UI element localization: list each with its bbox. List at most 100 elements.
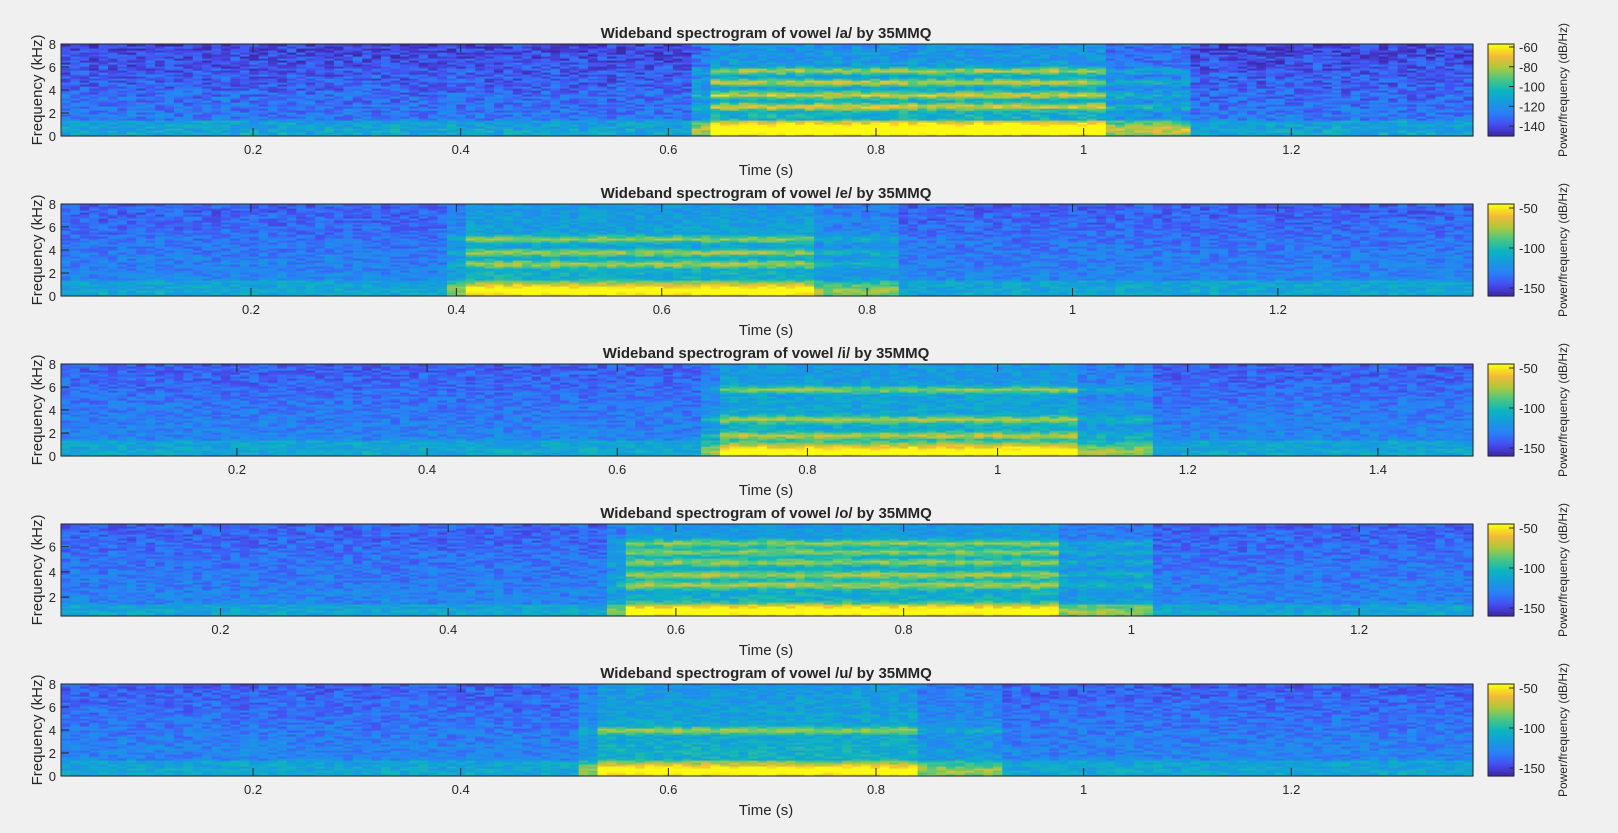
spectrogram-cell bbox=[343, 120, 354, 123]
spectrogram-cell bbox=[456, 78, 467, 81]
spectrogram-cell bbox=[249, 78, 260, 81]
spectrogram-cell bbox=[475, 58, 486, 61]
spectrogram-cell bbox=[211, 112, 222, 115]
spectrogram-cell bbox=[494, 134, 505, 137]
spectrogram-cell bbox=[475, 110, 486, 113]
spectrogram-cell bbox=[390, 88, 401, 91]
spectrogram-cell bbox=[484, 82, 495, 85]
spectrogram-cell bbox=[484, 88, 495, 91]
spectrogram-cell bbox=[117, 48, 128, 51]
spectrogram-cell bbox=[305, 114, 316, 117]
spectrogram-cell bbox=[381, 102, 392, 105]
spectrogram-cell bbox=[399, 52, 410, 55]
spectrogram-cell bbox=[155, 134, 166, 137]
spectrogram-cell bbox=[418, 46, 429, 49]
spectrogram-cell bbox=[352, 98, 363, 101]
spectrogram-cell bbox=[399, 102, 410, 105]
spectrogram-cell bbox=[315, 54, 326, 57]
spectrogram-cell bbox=[79, 50, 90, 53]
spectrogram-cell bbox=[126, 104, 137, 107]
spectrogram-cell bbox=[136, 80, 147, 83]
spectrogram-cell bbox=[258, 76, 269, 79]
spectrogram-cell bbox=[456, 64, 467, 67]
spectrogram-cell bbox=[79, 116, 90, 119]
spectrogram-cell bbox=[117, 124, 128, 127]
spectrogram-cell bbox=[89, 94, 100, 97]
spectrogram-cell bbox=[258, 100, 269, 103]
spectrogram-cell bbox=[164, 88, 175, 91]
spectrogram-cell bbox=[428, 102, 439, 105]
spectrogram-cell bbox=[484, 100, 495, 103]
spectrogram-cell bbox=[446, 50, 457, 53]
spectrogram-cell bbox=[192, 122, 203, 125]
spectrogram-cell bbox=[230, 118, 241, 121]
spectrogram-cell bbox=[475, 72, 486, 75]
spectrogram-cell bbox=[268, 60, 279, 63]
spectrogram-cell bbox=[277, 74, 288, 77]
spectrogram-cell bbox=[475, 60, 486, 63]
spectrogram-cell bbox=[164, 94, 175, 97]
spectrogram-cell bbox=[296, 134, 307, 137]
spectrogram-cell bbox=[183, 80, 194, 83]
spectrogram-cell bbox=[136, 110, 147, 113]
spectrogram-cell bbox=[249, 74, 260, 77]
spectrogram-cell bbox=[362, 120, 373, 123]
spectrogram-cell bbox=[155, 92, 166, 95]
spectrogram-cell bbox=[126, 78, 137, 81]
spectrogram-cell bbox=[108, 60, 119, 63]
spectrogram-cell bbox=[117, 102, 128, 105]
spectrogram-cell bbox=[465, 102, 476, 105]
spectrogram-cell bbox=[230, 60, 241, 63]
spectrogram-cell bbox=[202, 52, 213, 55]
spectrogram-cell bbox=[89, 126, 100, 129]
spectrogram-cell bbox=[268, 118, 279, 121]
spectrogram-cell bbox=[456, 124, 467, 127]
spectrogram-cell bbox=[381, 56, 392, 59]
spectrogram-cell bbox=[437, 132, 448, 135]
spectrogram-cell bbox=[324, 110, 335, 113]
spectrogram-cell bbox=[324, 48, 335, 51]
spectrogram-cell bbox=[286, 104, 297, 107]
spectrogram-cell bbox=[108, 106, 119, 109]
spectrogram-cell bbox=[409, 84, 420, 87]
spectrogram-cell bbox=[61, 58, 72, 61]
spectrogram-cell bbox=[268, 48, 279, 51]
spectrogram-cell bbox=[70, 110, 81, 113]
spectrogram-cell bbox=[475, 86, 486, 89]
spectrogram-cell bbox=[343, 58, 354, 61]
spectrogram-cell bbox=[70, 98, 81, 101]
spectrogram-cell bbox=[258, 116, 269, 119]
spectrogram-cell bbox=[286, 80, 297, 83]
spectrogram-cell bbox=[89, 66, 100, 69]
spectrogram-cell bbox=[108, 108, 119, 111]
spectrogram-cell bbox=[465, 88, 476, 91]
spectrogram-cell bbox=[418, 134, 429, 137]
spectrogram-cell bbox=[126, 106, 137, 109]
spectrogram-cell bbox=[399, 66, 410, 69]
spectrogram-cell bbox=[79, 54, 90, 57]
spectrogram-cell bbox=[456, 112, 467, 115]
spectrogram-cell bbox=[428, 122, 439, 125]
spectrogram-cell bbox=[428, 116, 439, 119]
spectrogram-cell bbox=[390, 74, 401, 77]
spectrogram-cell bbox=[98, 106, 109, 109]
spectrogram-cell bbox=[61, 104, 72, 107]
spectrogram-cell bbox=[503, 64, 514, 67]
spectrogram-cell bbox=[183, 54, 194, 57]
spectrogram-cell bbox=[503, 56, 514, 59]
spectrogram-cell bbox=[437, 124, 448, 127]
spectrogram-cell bbox=[249, 44, 260, 47]
spectrogram-cell bbox=[145, 64, 156, 67]
spectrogram-cell bbox=[221, 114, 232, 117]
spectrogram-cell bbox=[61, 46, 72, 49]
spectrogram-cell bbox=[145, 46, 156, 49]
spectrogram-cell bbox=[70, 88, 81, 91]
spectrogram-cell bbox=[409, 44, 420, 47]
spectrogram-cell bbox=[446, 64, 457, 67]
spectrogram-cell bbox=[381, 84, 392, 87]
spectrogram-cell bbox=[343, 48, 354, 51]
spectrogram-cell bbox=[324, 90, 335, 93]
spectrogram-cell bbox=[145, 58, 156, 61]
spectrogram-cell bbox=[324, 52, 335, 55]
spectrogram-cell bbox=[173, 110, 184, 113]
